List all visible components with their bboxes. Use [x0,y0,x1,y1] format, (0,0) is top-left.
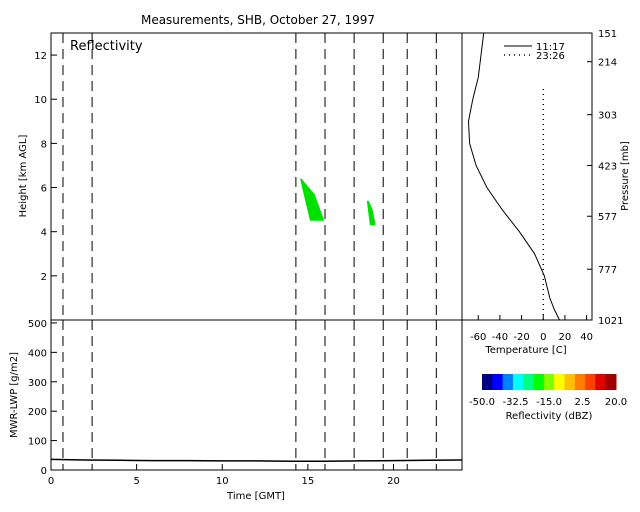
colorbar-swatch [502,374,514,390]
colorbar-swatch [605,374,617,390]
time-tick-label: 0 [48,476,54,487]
colorbar-tick-label: -32.5 [503,397,529,408]
time-tick-label: 15 [302,476,315,487]
colorbar-swatch [492,374,504,390]
lwp-tick-label: 300 [28,378,47,389]
height-tick-label: 12 [34,51,47,62]
pressure-tick-label: 577 [598,212,617,223]
echo-streak [303,182,316,221]
echo-streak [370,209,376,226]
height-tick-label: 2 [41,272,47,283]
lwp-tick-label: 500 [28,319,47,330]
pressure-tick-label: 214 [598,58,617,69]
pressure-axis-label: Pressure [mb] [620,141,631,211]
colorbar-swatch [585,374,596,390]
lwp-panel-frame [50,319,463,471]
colorbar-swatch [564,374,576,390]
temperature-tick-label: 0 [540,332,546,343]
colorbar-tick-label: 20.0 [605,397,627,408]
time-tick-label: 5 [133,476,139,487]
legend-label: 23:26 [536,51,565,62]
pressure-tick-label: 423 [598,161,617,172]
colorbar-swatch [523,374,535,390]
chart-title: Measurements, SHB, October 27, 1997 [141,13,375,27]
colorbar: -50.0 -32.5 -15.0 2.5 20.0 Reflectivity (dBZ… [469,374,627,422]
colorbar-tick-label: -15.0 [536,397,562,408]
reflectivity-panel-label: Reflectivity [70,39,143,54]
lwp-y-axis-label: MWR-LWP [g/m2] [9,352,20,438]
lwp-tick-label: 100 [28,437,47,448]
pressure-tick-label: 1021 [598,316,623,327]
lwp-tick-label: 400 [28,348,47,359]
colorbar-swatch [574,374,586,390]
colorbar-swatch [595,374,607,390]
echo-streak [312,193,325,221]
time-tick-label: 20 [387,476,400,487]
reflectivity-echo [366,200,376,226]
pressure-tick-label: 777 [598,265,617,276]
pressure-tick-label: 303 [598,111,617,122]
height-tick-label: 8 [41,139,47,150]
pressure-tick-label: 151 [598,29,617,40]
time-tick-label: 10 [216,476,229,487]
temperature-profile-solid [467,32,560,321]
echo-streak [300,178,313,221]
temperature-tick-label: -60 [470,332,486,343]
temperature-axis-label: Temperature [C] [484,345,566,356]
colorbar-swatch [482,374,493,390]
colorbar-swatch [533,374,545,390]
time-axis-label: Time [GMT] [226,491,285,502]
height-tick-label: 6 [41,184,47,195]
lwp-panel: MWR-LWP [g/m2] Time [GMT] 01002003004005… [9,319,463,502]
echo-streak [306,185,319,221]
temperature-panel-frame [461,32,593,321]
height-tick-label: 4 [41,228,47,239]
colorbar-swatch [554,374,565,390]
colorbar-tick-label: -50.0 [469,397,495,408]
temperature-tick-label: -40 [492,332,508,343]
reflectivity-echo [300,178,325,221]
temperature-tick-label: 20 [559,332,572,343]
height-tick-label: 10 [34,95,47,106]
colorbar-tick-label: 2.5 [575,397,591,408]
colorbar-label: Reflectivity (dBZ) [506,411,593,422]
temperature-tick-label: 40 [580,332,593,343]
lwp-tick-label: 200 [28,407,47,418]
lwp-tick-label: 0 [41,466,47,477]
legend-label: 11:17 [536,42,565,53]
temperature-tick-label: -20 [513,332,529,343]
temperature-panel: Temperature [C] Pressure [mb] -60 -40 -20 0… [461,29,631,356]
echo-streak [301,180,314,221]
reflectivity-panel: Reflectivity Height [km AGL] 2 4 6 8 10 12 [18,32,463,321]
echo-streak [304,183,317,221]
colorbar-swatch [512,374,524,390]
reflectivity-y-axis-label: Height [km AGL] [18,135,29,218]
lwp-series-line [50,458,463,462]
reflectivity-panel-frame [50,32,463,321]
colorbar-swatch [543,374,555,390]
